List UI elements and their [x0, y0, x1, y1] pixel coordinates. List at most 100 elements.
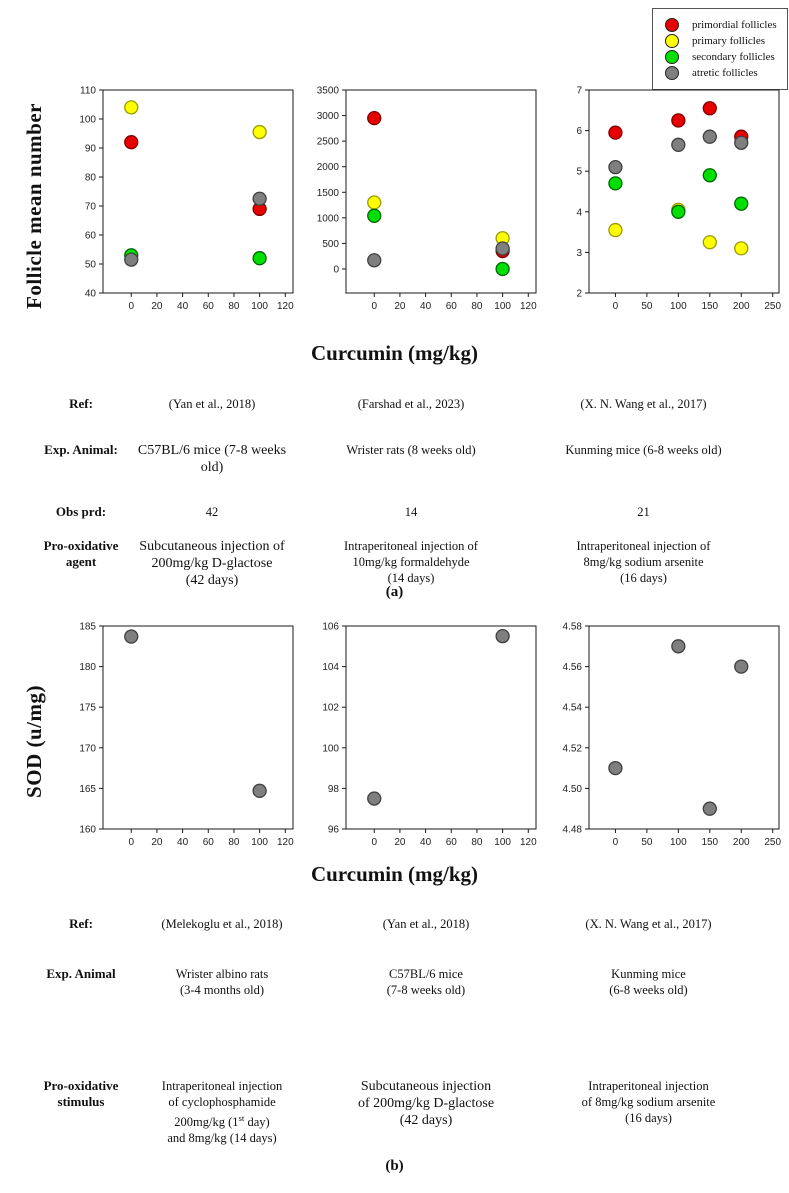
data-point: [124, 629, 139, 644]
svg-text:0: 0: [613, 301, 619, 312]
svg-text:165: 165: [79, 784, 96, 795]
table-cell: Subcutaneous injection of 200mg/kg D-glac…: [139, 539, 285, 588]
scatter-canvas: 0 50 100 150 200 250 4.48 4.50 4.52 4.54 4.56 4.58: [563, 622, 782, 849]
table-cell: (X. N. Wang et al., 2017): [585, 917, 712, 931]
svg-text:100: 100: [670, 837, 687, 848]
svg-text:40: 40: [420, 837, 432, 848]
data-point: [495, 628, 510, 644]
svg-text:60: 60: [203, 301, 215, 312]
atretic-follicles-swatch: [665, 66, 679, 80]
svg-text:60: 60: [85, 231, 97, 242]
svg-text:100: 100: [79, 115, 96, 126]
data-point: [608, 222, 623, 238]
study-table-a: Ref: (Yan et al., 2018) (Farshad et al., 2…: [35, 396, 762, 589]
table-cell: Intraperitoneal injection of 10mg/kg form…: [344, 539, 478, 585]
scatter-canvas: 0 50 100 150 200 250 2 3 4 5 6 7: [576, 86, 781, 313]
svg-text:2: 2: [576, 289, 582, 300]
svg-text:180: 180: [79, 662, 96, 673]
data-point: [734, 241, 749, 256]
data-point: [252, 191, 267, 206]
svg-text:0: 0: [613, 837, 619, 848]
table-row: Exp. Animal Wrister albino rats (3-4 month…: [35, 966, 762, 998]
data-point: [671, 204, 686, 219]
table-cell: (Yan et al., 2018): [382, 917, 470, 931]
data-point: [495, 261, 510, 277]
secondary-follicles-swatch: [665, 50, 679, 64]
svg-text:60: 60: [446, 301, 458, 312]
data-point: [608, 176, 623, 191]
svg-text:106: 106: [322, 622, 339, 633]
svg-text:60: 60: [446, 837, 458, 848]
svg-text:100: 100: [494, 301, 511, 312]
svg-text:102: 102: [322, 703, 339, 714]
svg-text:40: 40: [420, 301, 432, 312]
svg-text:160: 160: [79, 825, 96, 836]
svg-text:40: 40: [85, 289, 97, 300]
data-point: [252, 124, 267, 140]
row-label: Ref:: [69, 396, 93, 411]
row-label: Exp. Animal: [46, 966, 116, 981]
y-axis-label-follicle: Follicle mean number: [10, 84, 58, 327]
table-cell: Kunming mice (6-8 weeks old): [609, 967, 688, 997]
scatter-canvas: 0 20 40 60 80 100 120 40 50 60 70 80 90 100 110: [79, 86, 294, 313]
table-row: Ref: (Melekoglu et al., 2018) (Yan et al.,…: [35, 916, 762, 932]
legend-items: primordial follicles primary follicles sec…: [665, 17, 777, 81]
data-point: [734, 659, 749, 674]
svg-text:4.54: 4.54: [563, 703, 583, 714]
svg-text:1000: 1000: [317, 213, 340, 224]
scatter-plot-a2: 0 20 40 60 80 100 120 0 500 1000 1500 2000 2500 3000 3…: [304, 84, 544, 327]
svg-text:20: 20: [394, 837, 406, 848]
svg-text:185: 185: [79, 622, 96, 633]
legend-item: primary follicles: [665, 33, 777, 49]
svg-text:200: 200: [733, 301, 750, 312]
svg-text:150: 150: [701, 837, 718, 848]
svg-text:80: 80: [85, 173, 97, 184]
table-cell: Wrister albino rats (3-4 months old): [175, 967, 269, 997]
data-point: [124, 135, 139, 150]
svg-text:90: 90: [85, 144, 97, 155]
data-point: [367, 253, 382, 268]
data-point: [124, 100, 139, 115]
data-point: [671, 113, 686, 128]
table-row: Pro-oxidative stimulus Intraperitoneal inj…: [35, 1078, 762, 1146]
svg-text:0: 0: [371, 301, 377, 312]
data-point: [702, 101, 717, 116]
svg-text:110: 110: [80, 86, 96, 97]
svg-text:70: 70: [85, 202, 97, 213]
legend-label: primary follicles: [692, 35, 766, 47]
row-label: Ref:: [69, 916, 93, 931]
table-cell: Intraperitoneal injection of 8mg/kg sodiu…: [581, 1079, 716, 1125]
table-cell: (X. N. Wang et al., 2017): [580, 397, 707, 411]
y-axis-label-text: Follicle mean number: [21, 102, 46, 309]
row-label: Exp. Animal:: [44, 442, 118, 457]
scatter-canvas: 0 20 40 60 80 100 120 160 165 170 175 180 185: [79, 622, 294, 849]
data-point: [367, 195, 382, 210]
svg-text:120: 120: [520, 837, 537, 848]
svg-text:170: 170: [79, 743, 96, 754]
svg-text:80: 80: [471, 301, 483, 312]
table-cell: Intraperitoneal injection of cyclophospha…: [161, 1079, 283, 1146]
svg-text:3500: 3500: [317, 86, 340, 97]
data-point: [252, 783, 267, 798]
svg-text:0: 0: [128, 837, 134, 848]
scatter-plot-b2: 0 20 40 60 80 100 120 96 98 100 102 104 106: [304, 620, 544, 863]
svg-text:2500: 2500: [317, 137, 340, 148]
scatter-plot-b3: 0 50 100 150 200 250 4.48 4.50 4.52 4.54 4.56 4.58: [547, 620, 787, 863]
svg-text:100: 100: [670, 301, 687, 312]
table-cell: 14: [404, 505, 418, 519]
svg-text:100: 100: [251, 301, 268, 312]
table-cell: Kunming mice (6-8 weeks old): [565, 443, 722, 457]
svg-text:175: 175: [79, 703, 96, 714]
data-point: [671, 639, 686, 654]
data-point: [608, 760, 623, 776]
svg-text:500: 500: [322, 239, 339, 250]
caption-a: (a): [385, 584, 404, 600]
svg-text:1500: 1500: [317, 188, 340, 199]
chart-row-b: SOD (u/mg) 0 20 40 60 80 100 120 160 165 170 175 18…: [10, 620, 787, 863]
svg-text:3000: 3000: [317, 111, 340, 122]
svg-text:4.58: 4.58: [563, 622, 583, 633]
y-axis-label-sod: SOD (u/mg): [10, 620, 58, 863]
svg-text:0: 0: [333, 264, 339, 275]
table-cell: C57BL/6 mice (7-8 weeks old): [386, 967, 466, 997]
table-cell: C57BL/6 mice (7-8 weeks old): [137, 443, 287, 475]
